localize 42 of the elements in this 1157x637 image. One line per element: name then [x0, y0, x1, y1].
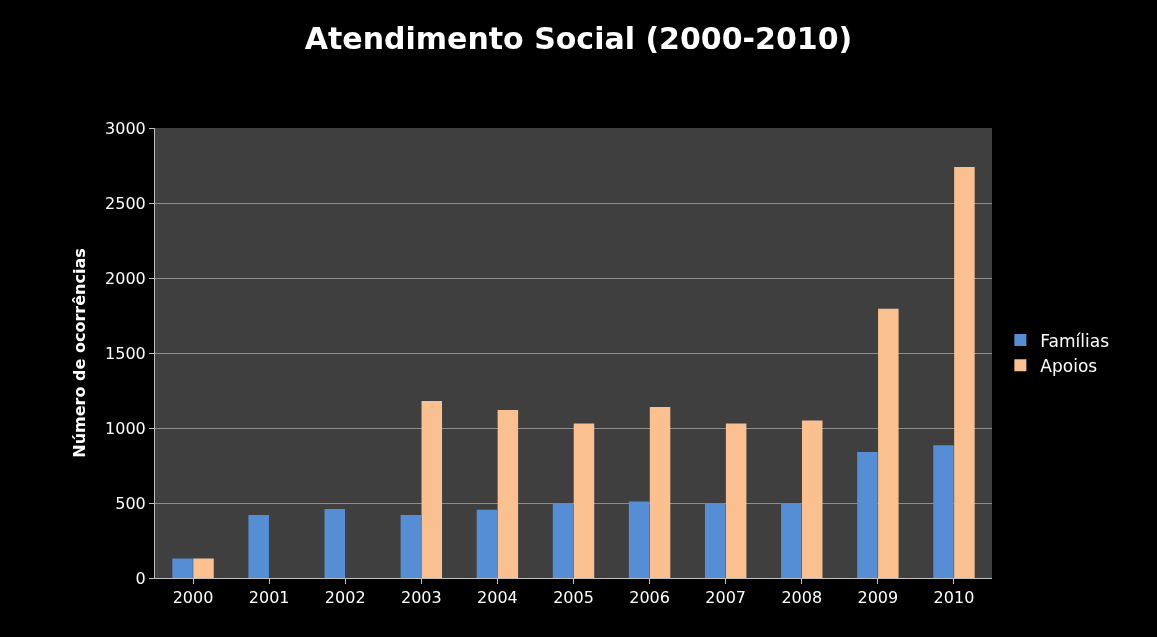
- y-tick-label: 3000: [105, 118, 146, 138]
- y-axis-title: Número de ocorrências: [69, 248, 89, 458]
- bar: [573, 423, 595, 578]
- bar: [552, 503, 574, 578]
- bar: [324, 509, 346, 578]
- bar: [725, 423, 747, 578]
- x-tick-label: 2002: [324, 588, 366, 608]
- chart-title: Atendimento Social (2000-2010): [304, 20, 853, 56]
- bar: [248, 515, 269, 578]
- legend-label: Apoios: [1040, 355, 1098, 376]
- legend-label: Famílias: [1040, 330, 1110, 351]
- x-tick-label: 2003: [400, 588, 442, 608]
- y-tick-label: 1500: [105, 343, 146, 363]
- x-tick-label: 2010: [933, 588, 975, 608]
- bar: [476, 509, 498, 578]
- x-tick-label: 2009: [857, 588, 899, 608]
- bar: [954, 167, 975, 578]
- x-tick-label: 2001: [248, 588, 290, 608]
- y-tick-label: 1000: [105, 418, 146, 438]
- bar: [649, 407, 671, 578]
- bar: [400, 515, 422, 578]
- y-tick-label: 2500: [105, 193, 146, 213]
- x-tick-label: 2008: [781, 588, 823, 608]
- x-tick-label: 2004: [477, 588, 518, 608]
- y-tick-label: 0: [135, 568, 146, 588]
- y-tick-label: 2000: [105, 268, 146, 288]
- x-tick-label: 2005: [553, 588, 594, 608]
- bar: [801, 420, 823, 578]
- bar: [878, 308, 899, 578]
- bar: [421, 401, 443, 578]
- y-tick-label: 500: [115, 493, 146, 513]
- bar: [704, 503, 726, 578]
- x-tick-label: 2006: [629, 588, 670, 608]
- bar: [628, 501, 650, 578]
- x-tick-label: 2000: [172, 588, 214, 608]
- bar: [857, 452, 878, 578]
- bar: [781, 503, 802, 578]
- x-tick-label: 2007: [705, 588, 747, 608]
- bar: [193, 558, 214, 578]
- bar: [497, 410, 519, 578]
- bar: [172, 558, 193, 578]
- bar: [933, 445, 954, 578]
